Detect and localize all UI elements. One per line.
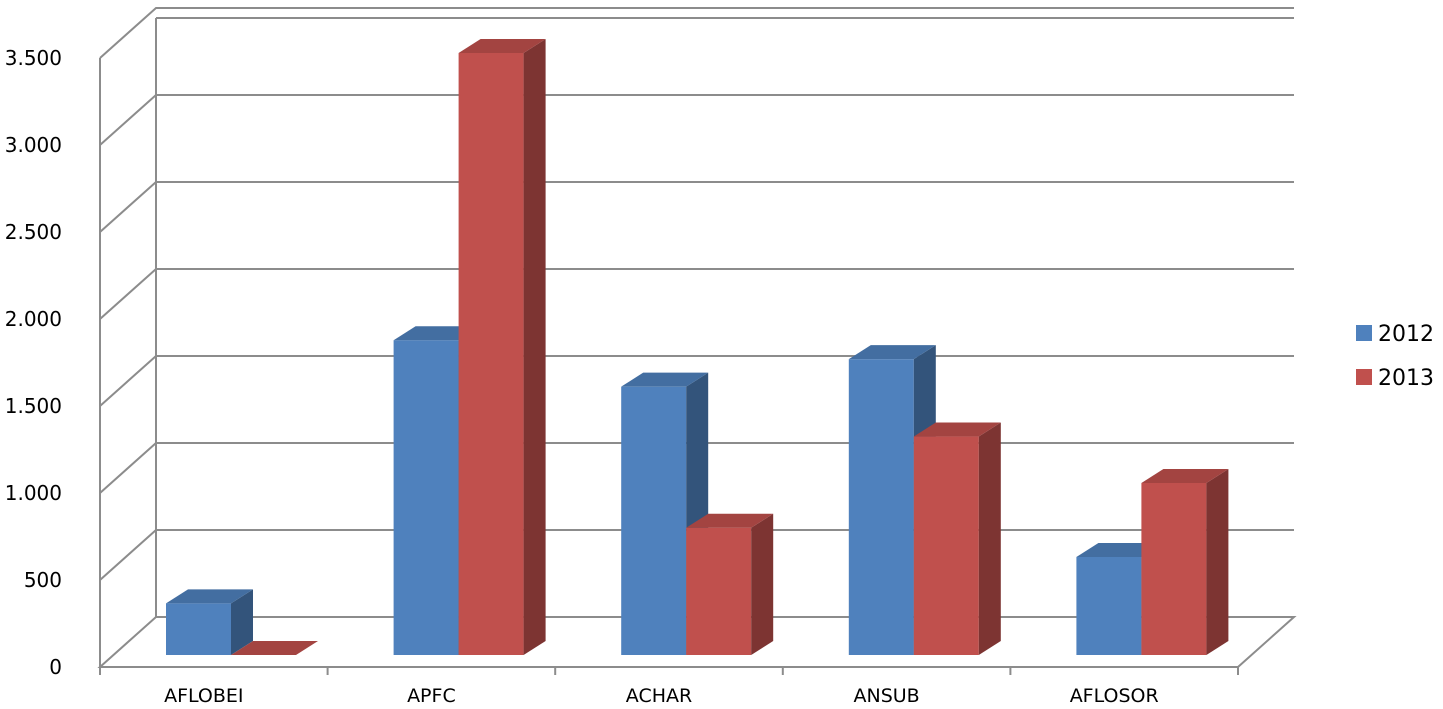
x-tick-label: ACHAR [626, 685, 692, 707]
gridline [99, 268, 1294, 320]
bar-top-face [621, 372, 709, 387]
x-tick-label: AFLOSOR [1070, 685, 1159, 707]
legend-swatch [1356, 369, 1372, 385]
labels-layer: 0 500 1.000 1.500 2.000 2.500 3.000 3.500 AFLOBE… [5, 46, 1159, 707]
bar-top-face [913, 422, 1001, 437]
bars-layer [166, 39, 1229, 655]
bar-side-face [523, 39, 546, 655]
bar-front-face [686, 527, 752, 655]
y-tick-label: 3.500 [5, 46, 62, 70]
x-tick-label: AFLOBEI [164, 685, 243, 707]
bar-side-face [978, 422, 1001, 655]
bar-front-face [913, 436, 979, 655]
y-tick-label: 3.000 [5, 133, 62, 157]
bar-top-face [848, 345, 936, 360]
y-tick-label: 2.000 [5, 307, 62, 331]
gridline [99, 181, 1294, 233]
y-tick-label: 1.500 [5, 394, 62, 418]
bar [1141, 469, 1229, 655]
bar-front-face [458, 53, 524, 655]
bar [231, 641, 318, 655]
bar-side-face [751, 513, 774, 655]
bar-top-face [458, 39, 546, 53]
bar-side-face [1206, 469, 1229, 655]
bar [458, 39, 546, 655]
bar-front-face [1141, 483, 1207, 655]
axis-layer [97, 17, 1297, 675]
bar [686, 513, 774, 655]
bar-top-face [1141, 469, 1229, 483]
bar-front-face [393, 340, 459, 655]
gridline [99, 94, 1294, 146]
bar [166, 589, 253, 655]
bar-front-face [621, 386, 687, 655]
x-tick-label: APFC [407, 685, 456, 707]
y-tick-label: 500 [24, 568, 62, 592]
bar-side-face [231, 589, 253, 655]
legend-label: 2012 [1378, 322, 1434, 347]
gridline [99, 7, 1294, 59]
bar [913, 422, 1001, 655]
bar-front-face [848, 359, 914, 655]
bar-front-face [166, 603, 231, 655]
legend-swatch [1356, 325, 1372, 341]
bar-top-face [686, 513, 774, 528]
y-tick-label: 2.500 [5, 220, 62, 244]
bar-top-face [231, 641, 318, 655]
legend: 2012 2013 [1356, 322, 1434, 391]
bar [621, 372, 709, 655]
bar-front-face [1076, 556, 1142, 655]
y-tick-label: 1.000 [5, 481, 62, 505]
legend-label: 2013 [1378, 366, 1434, 391]
y-tick-label: 0 [49, 655, 62, 679]
x-tick-label: ANSUB [853, 685, 919, 707]
bar-top-face [166, 589, 253, 604]
